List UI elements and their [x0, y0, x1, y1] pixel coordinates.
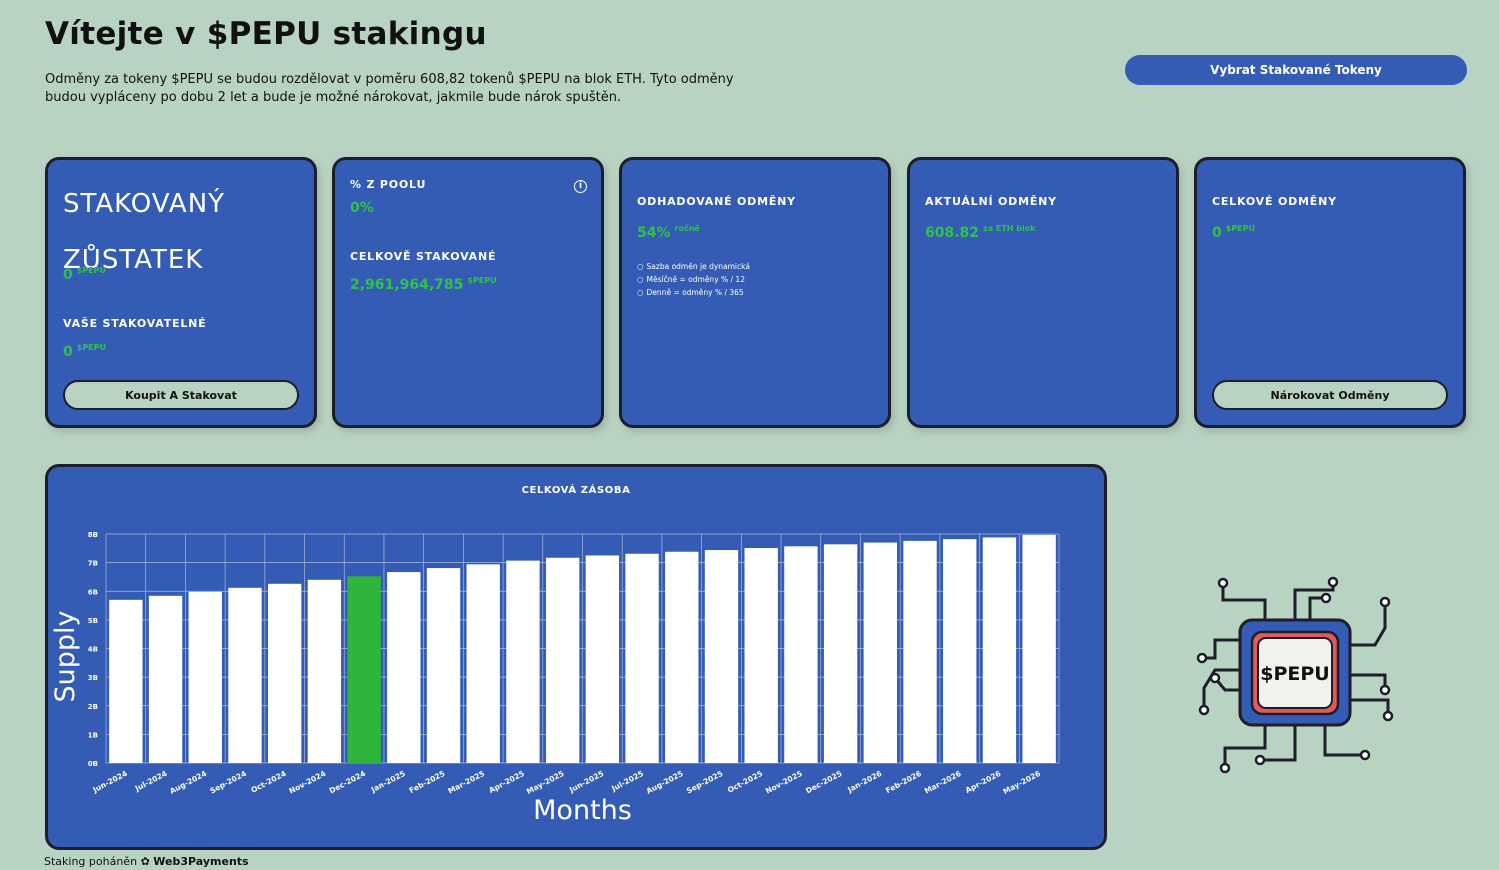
- list-item: Denně = odměny % / 365: [637, 286, 750, 299]
- claim-rewards-button[interactable]: Nárokovat Odměny: [1212, 380, 1448, 410]
- bar-Apr-2026[interactable]: [982, 537, 1017, 763]
- bar-Jun-2025[interactable]: [585, 555, 620, 763]
- y-tick-label: 6B: [88, 588, 98, 596]
- stakeable-value: 0 $PEPU: [63, 343, 107, 360]
- bar-Jul-2025[interactable]: [625, 553, 659, 763]
- bar-Nov-2024[interactable]: [307, 579, 342, 763]
- bar-Oct-2024[interactable]: [268, 583, 302, 763]
- x-tick-label: Mar-2026: [923, 769, 963, 796]
- x-tick-label: Jan-2025: [369, 769, 407, 795]
- rewards-notes: Sazba odměn je dynamická Měsíčně = odměn…: [637, 260, 750, 299]
- intro-text: Odměny za tokeny $PEPU se budou rozdělov…: [45, 72, 734, 105]
- x-tick-label: Apr-2026: [964, 769, 1003, 795]
- x-tick-label: Aug-2024: [168, 769, 208, 796]
- x-tick-label: Apr-2025: [487, 769, 526, 795]
- card-pool: % Z POOLU i 0% CELKOVĚ STAKOVANÉ 2,961,9…: [332, 157, 604, 428]
- x-tick-label: Feb-2026: [884, 769, 923, 795]
- x-tick-label: Dec-2024: [328, 769, 367, 796]
- pool-percent-value: 0%: [350, 200, 374, 216]
- bar-Sep-2025[interactable]: [704, 550, 739, 763]
- stakeable-label: VAŠE STAKOVATELNÉ: [63, 317, 207, 330]
- x-tick-label: Mar-2025: [446, 769, 486, 796]
- card-staked-balance: STAKOVANÝ ZŮSTATEK 0 $PEPU VAŠE STAKOVATE…: [45, 157, 317, 428]
- y-tick-label: 4B: [88, 646, 98, 654]
- card-estimated-rewards: ODHADOVANÉ ODMĚNY 54%ročně Sazba odměn j…: [619, 157, 891, 428]
- current-rewards-label: AKTUÁLNÍ ODMĚNY: [925, 195, 1057, 208]
- total-staked-label: CELKOVĚ STAKOVANÉ: [350, 250, 497, 263]
- bar-Jan-2026[interactable]: [863, 542, 897, 763]
- bar-Jul-2024[interactable]: [148, 595, 183, 763]
- y-tick-label: 7B: [88, 560, 98, 568]
- bar-Feb-2026[interactable]: [903, 540, 937, 763]
- card-current-rewards: AKTUÁLNÍ ODMĚNY 608.82 za ETH blok: [907, 157, 1179, 428]
- y-tick-label: 8B: [88, 531, 98, 539]
- x-tick-label: Aug-2025: [645, 769, 685, 796]
- estimated-rewards-label: ODHADOVANÉ ODMĚNY: [637, 195, 796, 208]
- x-tick-label: May-2025: [525, 769, 566, 796]
- chart-title: CELKOVÁ ZÁSOBA: [521, 485, 631, 496]
- buy-and-stake-button[interactable]: Koupit A Stakovat: [63, 380, 299, 410]
- x-tick-label: Nov-2025: [764, 769, 804, 796]
- x-tick-label: Jun-2025: [567, 769, 605, 795]
- bar-Oct-2025[interactable]: [744, 548, 778, 763]
- footer-prefix: Staking poháněn: [44, 855, 138, 868]
- page-title: Vítejte v $PEPU stakingu: [45, 16, 487, 52]
- x-tick-label: Sep-2025: [685, 769, 724, 796]
- x-tick-label: Nov-2024: [288, 769, 328, 796]
- staked-balance-value: 0 $PEPU: [63, 266, 107, 283]
- y-tick-label: 3B: [88, 674, 98, 682]
- total-rewards-label: CELKOVÉ ODMĚNY: [1212, 195, 1337, 208]
- paw-icon: ✿: [140, 855, 150, 868]
- x-tick-label: Jun-2024: [91, 769, 129, 795]
- footer-brand-link[interactable]: Web3Payments: [153, 855, 249, 868]
- y-tick-label: 1B: [88, 731, 98, 739]
- pool-percent-label: % Z POOLU: [350, 178, 427, 191]
- staked-balance-title: STAKOVANÝ ZŮSTATEK: [63, 189, 226, 275]
- x-tick-label: Sep-2024: [209, 769, 248, 796]
- footer-powered-by: Staking poháněn ✿ Web3Payments: [44, 855, 249, 868]
- total-rewards-value: 0 $PEPU: [1212, 224, 1256, 241]
- bar-Jan-2025[interactable]: [387, 572, 421, 763]
- y-tick-label: 2B: [88, 703, 98, 711]
- info-icon[interactable]: i: [574, 180, 587, 193]
- bar-Nov-2025[interactable]: [784, 546, 818, 763]
- pepu-chip-logo: $PEPU: [1196, 576, 1394, 774]
- estimated-rewards-value: 54% ročně: [637, 224, 700, 241]
- x-tick-label: Feb-2025: [408, 769, 447, 795]
- x-tick-label: Jul-2024: [133, 769, 169, 794]
- bar-Mar-2025[interactable]: [466, 564, 500, 763]
- y-tick-label: 5B: [88, 617, 98, 625]
- supply-chart-panel: CELKOVÁ ZÁSOBA 0B 1B 2B 3B 4B 5B 6B 7B 8B Jun-202…: [45, 464, 1107, 850]
- bar-Sep-2024[interactable]: [228, 587, 262, 763]
- bar-Jun-2024[interactable]: [109, 599, 143, 763]
- x-tick-label: Oct-2025: [726, 769, 764, 795]
- bar-Aug-2025[interactable]: [665, 551, 699, 763]
- x-tick-label: Jan-2026: [845, 769, 883, 795]
- x-tick-label: May-2026: [1002, 769, 1043, 796]
- list-item: Sazba odměn je dynamická: [637, 260, 750, 273]
- y-axis-label: Supply: [50, 610, 81, 702]
- y-tick-label: 0B: [88, 760, 98, 768]
- bar-May-2026[interactable]: [1022, 534, 1056, 763]
- bar-Feb-2025[interactable]: [426, 568, 461, 763]
- withdraw-staked-button[interactable]: Vybrat Stakované Tokeny: [1125, 55, 1467, 85]
- bar-Dec-2024[interactable]: [347, 576, 381, 763]
- bar-May-2025[interactable]: [545, 557, 580, 763]
- list-item: Měsíčně = odměny % / 12: [637, 273, 750, 286]
- chip-logo-text: $PEPU: [1260, 663, 1329, 685]
- total-staked-value: 2,961,964,785 $PEPU: [350, 276, 497, 293]
- current-rewards-value: 608.82 za ETH blok: [925, 224, 1036, 241]
- x-tick-label: Oct-2024: [249, 769, 287, 795]
- bar-Aug-2024[interactable]: [188, 591, 222, 763]
- x-tick-label: Jul-2025: [609, 769, 645, 794]
- x-tick-label: Dec-2025: [804, 769, 843, 796]
- bar-Mar-2026[interactable]: [943, 539, 977, 763]
- bar-Apr-2025[interactable]: [506, 560, 540, 763]
- card-total-rewards: CELKOVÉ ODMĚNY 0 $PEPU Nárokovat Odměny: [1194, 157, 1466, 428]
- x-axis-label: Months: [533, 795, 632, 826]
- bar-Dec-2025[interactable]: [823, 544, 858, 763]
